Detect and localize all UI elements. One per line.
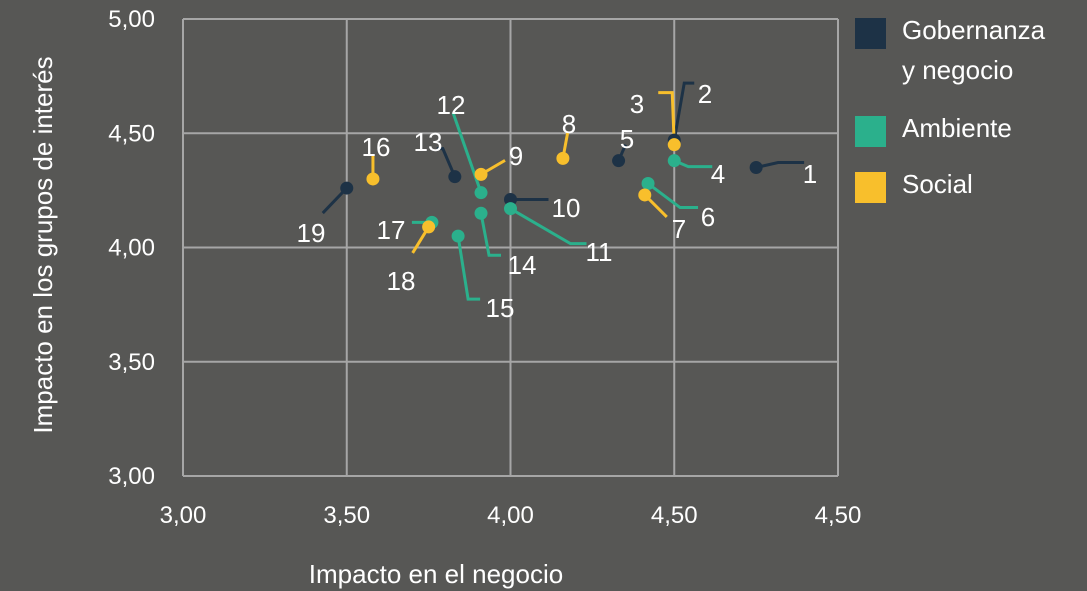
leader-line-2 <box>672 81 695 141</box>
data-point-15 <box>451 229 465 243</box>
x-tick-label: 4,50 <box>815 502 862 529</box>
point-label-16: 16 <box>362 132 391 162</box>
data-points <box>340 133 763 243</box>
point-label-8: 8 <box>562 109 576 139</box>
leader-line-1 <box>755 161 805 169</box>
point-label-18: 18 <box>387 266 416 296</box>
point-label-15: 15 <box>486 293 515 323</box>
data-point-4 <box>667 154 681 168</box>
y-tick-label: 4,00 <box>108 235 155 262</box>
leader-line-12 <box>451 112 483 194</box>
y-tick-label: 5,00 <box>108 6 155 33</box>
data-point-19 <box>340 181 354 195</box>
point-label-13: 13 <box>414 127 443 157</box>
data-point-13 <box>448 170 462 184</box>
data-point-7 <box>638 188 652 202</box>
data-point-5 <box>612 154 626 168</box>
data-point-18 <box>422 220 436 234</box>
data-point-9 <box>474 167 488 181</box>
legend-swatch-1 <box>855 18 886 49</box>
x-tick-label: 4,00 <box>487 502 534 529</box>
data-point-8 <box>556 151 570 165</box>
data-point-10 <box>504 193 517 207</box>
point-label-5: 5 <box>620 124 634 154</box>
point-label-4: 4 <box>711 159 725 189</box>
data-point-6 <box>641 177 655 191</box>
y-tick-label: 3,00 <box>108 463 155 490</box>
point-label-12: 12 <box>437 90 466 120</box>
legend-label-3: Social <box>902 169 973 199</box>
data-point-14 <box>474 206 488 220</box>
legend-swatch-3 <box>855 172 886 203</box>
leader-line-3 <box>658 91 676 145</box>
x-tick-label: 3,50 <box>323 502 370 529</box>
legend-label-1: y negocio <box>902 55 1013 85</box>
leader-line-15 <box>456 235 481 301</box>
x-axis-title: Impacto en el negocio <box>309 559 563 589</box>
legend-label-1: Gobernanza <box>902 15 1046 45</box>
data-point-12 <box>474 186 488 200</box>
point-label-14: 14 <box>508 250 537 280</box>
point-label-19: 19 <box>297 218 326 248</box>
data-point-11 <box>504 202 517 216</box>
leader-line-11 <box>509 207 587 246</box>
point-label-1: 1 <box>803 159 817 189</box>
leader-line-6 <box>647 182 699 210</box>
point-label-17: 17 <box>377 215 406 245</box>
x-tick-label: 3,00 <box>160 502 207 529</box>
point-label-6: 6 <box>701 202 715 232</box>
y-tick-label: 3,50 <box>108 349 155 376</box>
legend-label-2: Ambiente <box>902 113 1012 143</box>
data-point-3 <box>667 138 681 152</box>
point-label-7: 7 <box>672 214 686 244</box>
legend: Gobernanza y negocio Ambiente Social <box>855 15 1046 203</box>
y-tick-label: 4,50 <box>108 120 155 147</box>
data-point-16 <box>366 172 380 186</box>
grid <box>182 18 839 477</box>
x-tick-label: 4,50 <box>651 502 698 529</box>
point-label-11: 11 <box>586 237 613 267</box>
point-label-10: 10 <box>552 193 581 223</box>
leader-line-14 <box>479 212 502 257</box>
y-axis-title: Impacto en los grupos de interés <box>28 56 58 433</box>
point-label-2: 2 <box>698 79 712 109</box>
point-label-3: 3 <box>630 89 644 119</box>
point-label-9: 9 <box>509 141 523 171</box>
data-point-1 <box>749 161 763 175</box>
leader-line-13 <box>436 147 457 178</box>
legend-swatch-2 <box>855 116 886 147</box>
axes: 3,00 3,50 4,00 4,50 4,50 3,00 3,50 4,00 4,50 5,00… <box>28 6 861 589</box>
